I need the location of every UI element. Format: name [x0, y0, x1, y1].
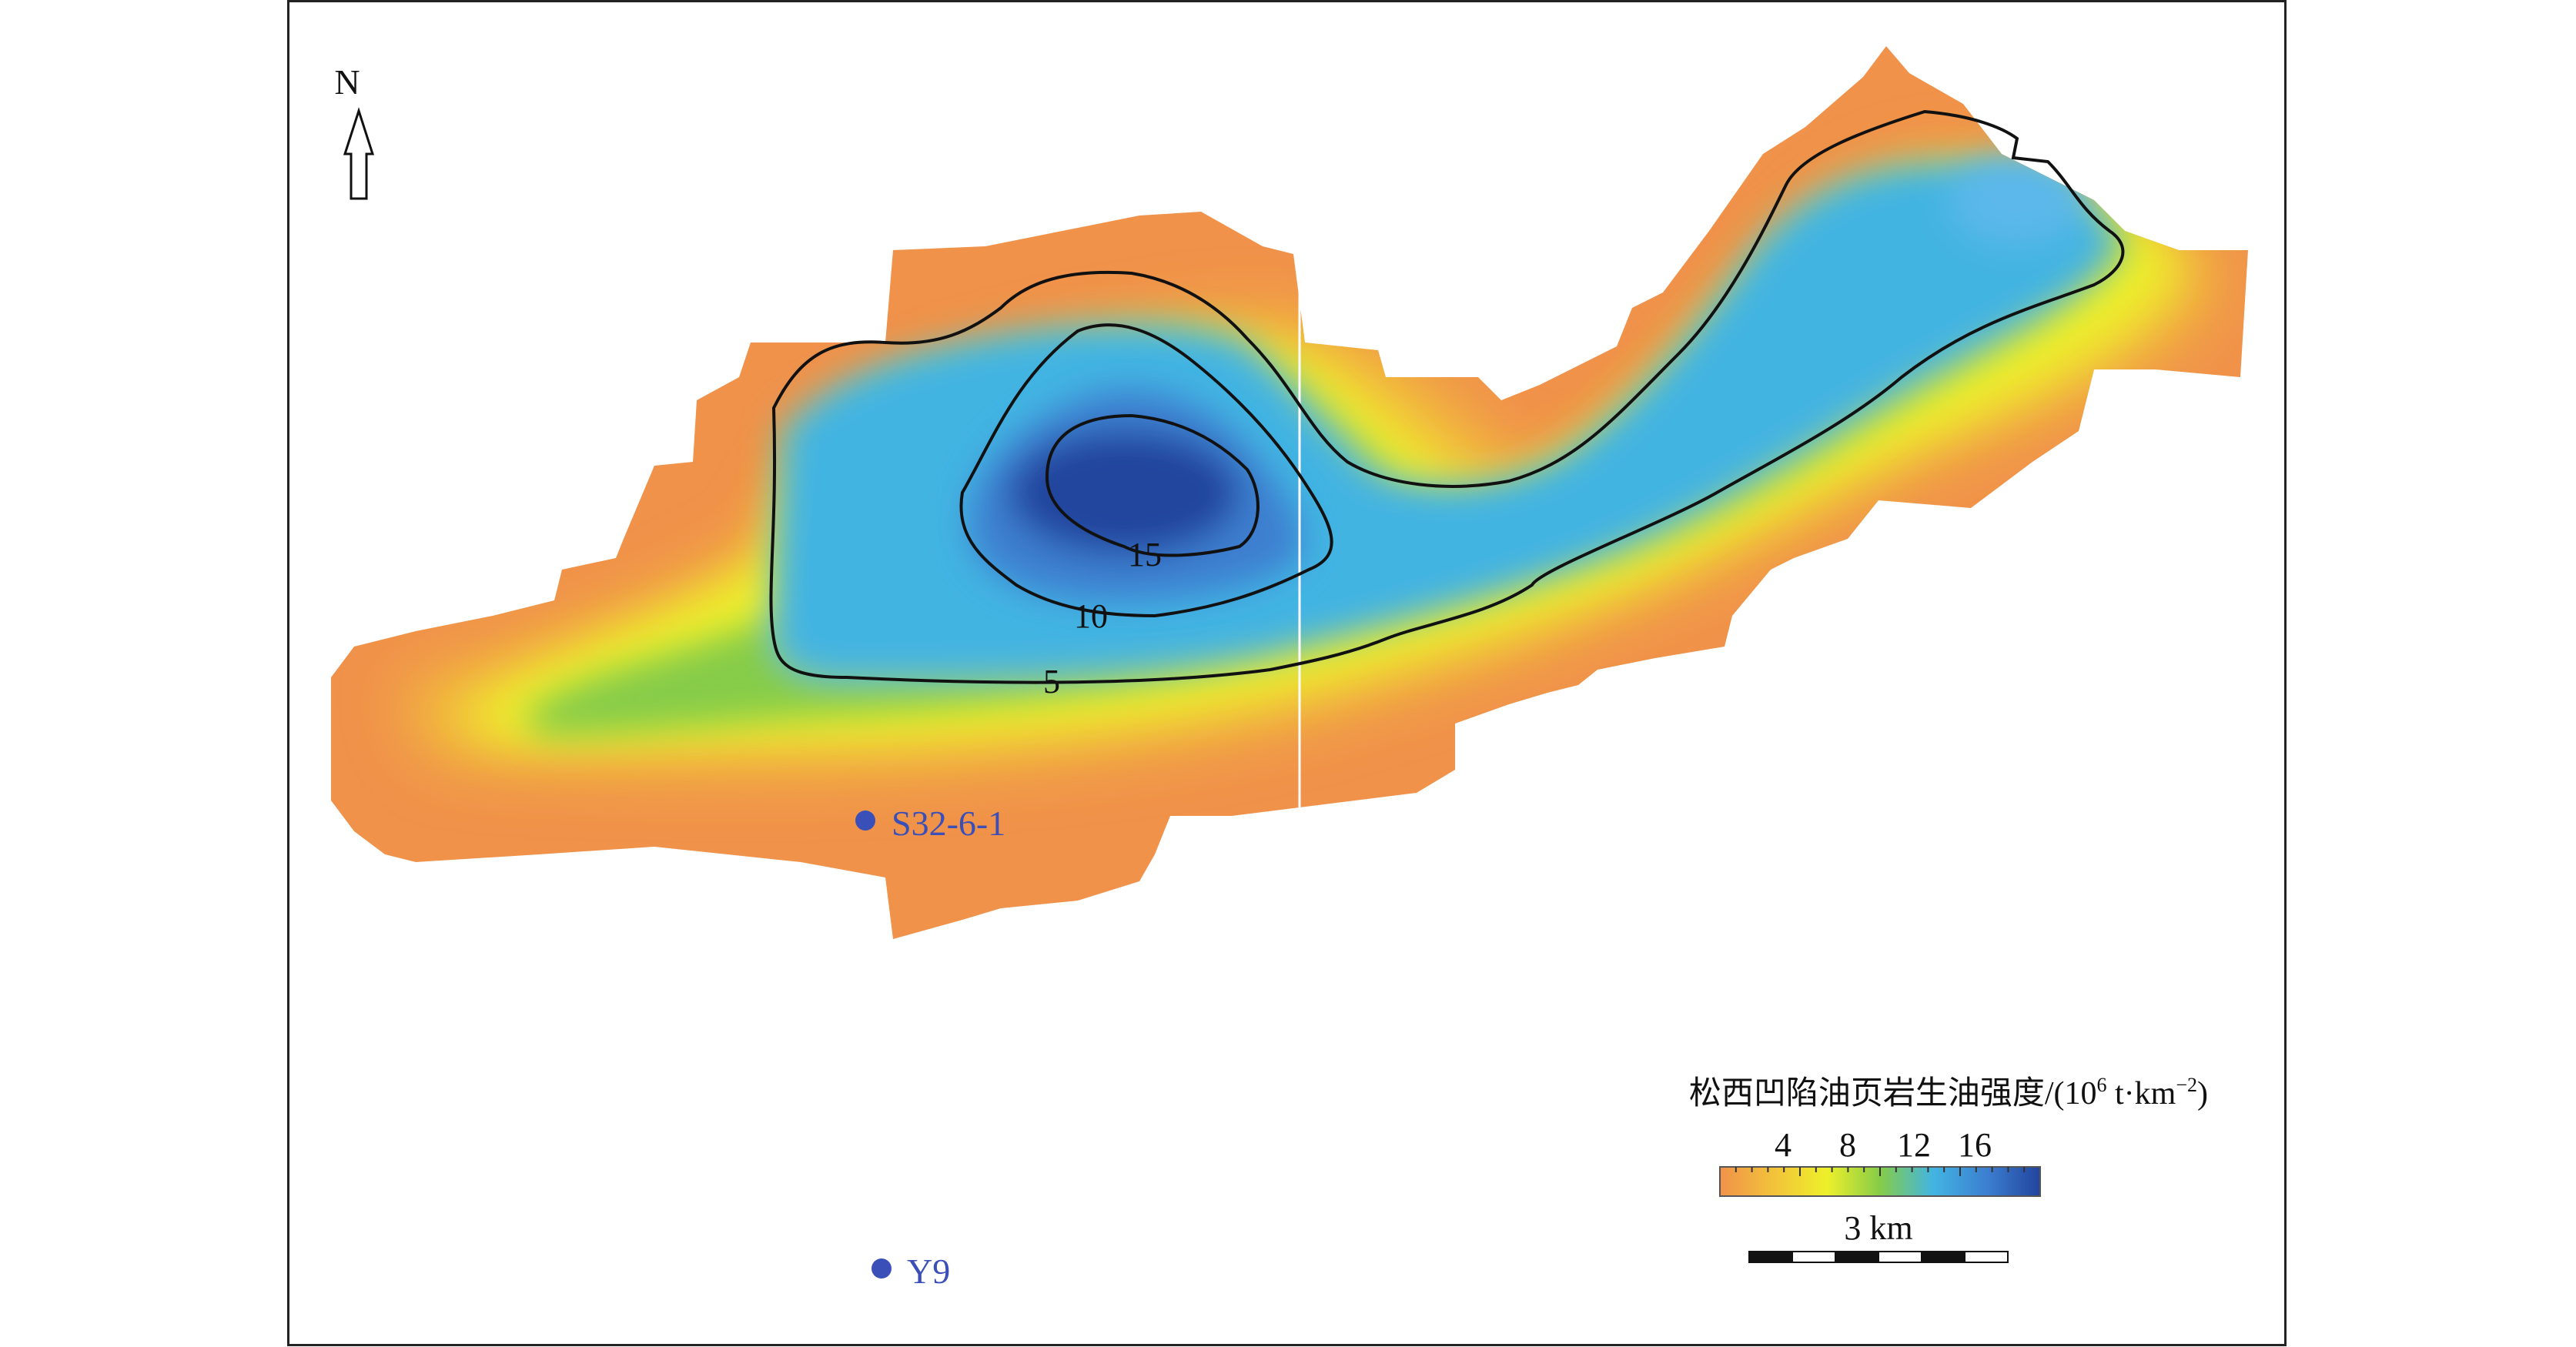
legend-tick-label: 4	[1775, 1126, 1791, 1164]
contour-label-5: 5	[1043, 663, 1060, 700]
scale-bar-segment	[1964, 1251, 2009, 1263]
scale-bar-label: 3 km	[1844, 1209, 1912, 1247]
scale-bar-segment	[1748, 1251, 1793, 1263]
well-label: Y9	[907, 1252, 950, 1291]
scale-bar-segments	[1748, 1251, 2009, 1263]
well-label: S32-6-1	[892, 804, 1005, 843]
legend-colorbar	[1719, 1166, 2041, 1197]
oil-generation-intensity-field	[331, 46, 2248, 939]
scale-bar-segment	[1921, 1251, 1965, 1263]
scale-bar: 3 km	[1748, 1209, 2009, 1263]
legend-tick-label: 12	[1897, 1126, 1931, 1164]
contour-5-line	[769, 109, 2125, 684]
contour-label-15: 15	[1128, 536, 1162, 573]
well-y9[interactable]: Y9	[871, 1252, 950, 1291]
legend: 松西凹陷油页岩生油强度/(106 t·km−2) 4 8 12 16	[1689, 1074, 2208, 1197]
legend-tick-label: 16	[1958, 1126, 1992, 1164]
scale-bar-segment	[1791, 1251, 1836, 1263]
legend-tick-label: 8	[1839, 1126, 1856, 1164]
contour-label-10: 10	[1074, 597, 1108, 635]
contour-lines	[769, 109, 2125, 684]
north-label: N	[334, 62, 360, 102]
legend-tickmarks	[1735, 1167, 2026, 1176]
legend-title: 松西凹陷油页岩生油强度/(106 t·km−2)	[1689, 1074, 2208, 1111]
well-marker[interactable]	[871, 1258, 892, 1278]
scale-bar-segment	[1878, 1251, 1922, 1263]
north-arrow-icon	[343, 107, 375, 200]
scale-bar-segment	[1835, 1251, 1879, 1263]
contour-10-line	[959, 323, 1333, 618]
north-arrow: N	[334, 62, 375, 200]
well-s32-6-1[interactable]: S32-6-1	[855, 804, 1005, 843]
contour-15-line	[1045, 413, 1260, 557]
well-marker[interactable]	[855, 811, 875, 831]
